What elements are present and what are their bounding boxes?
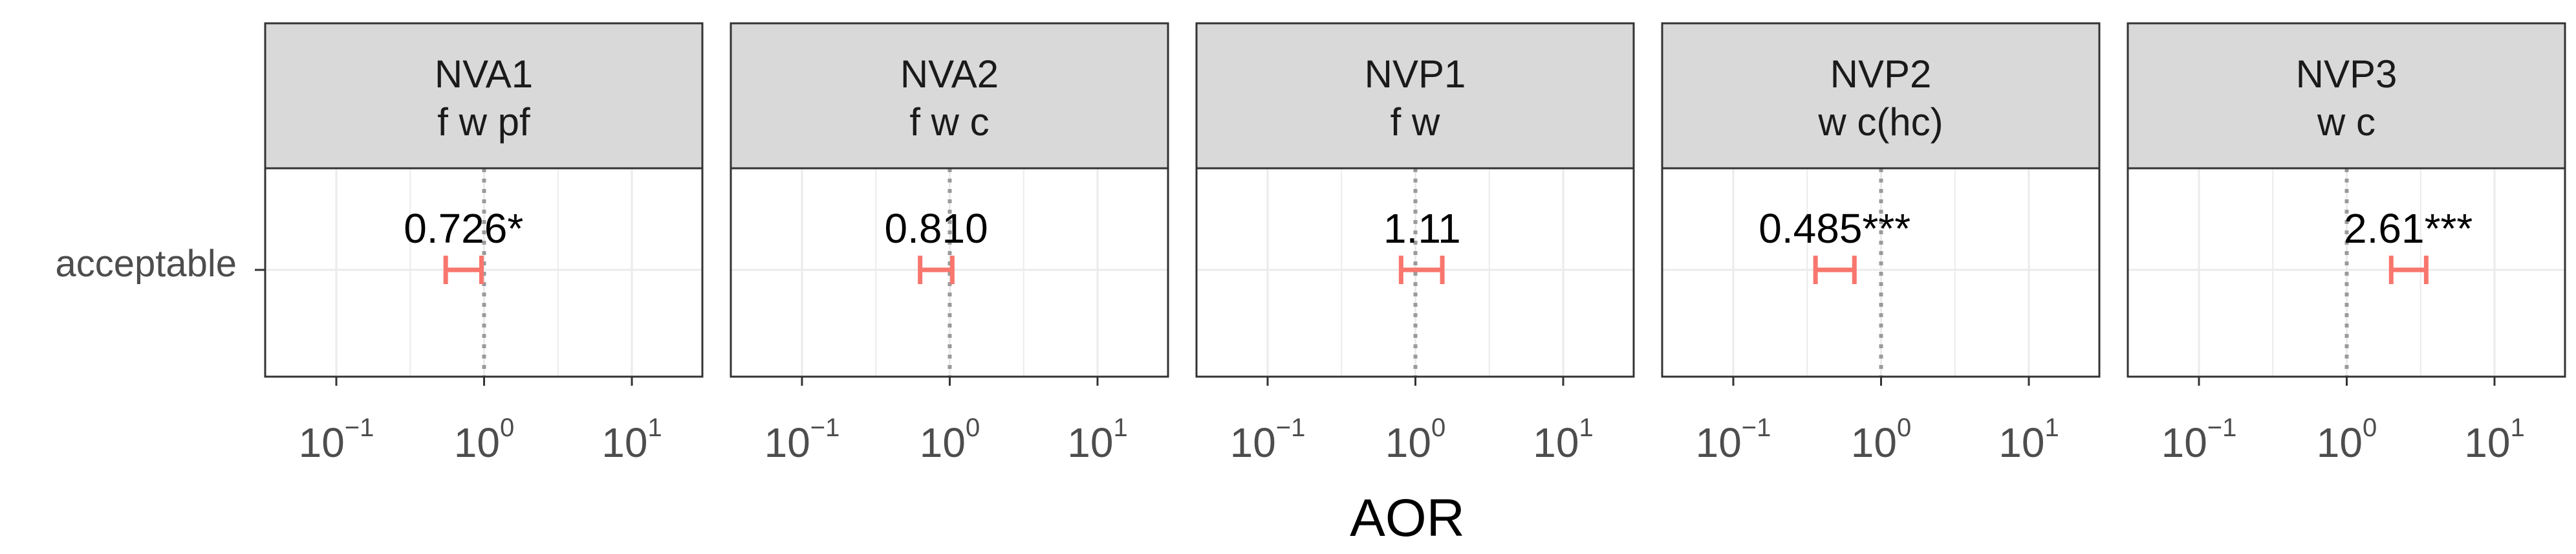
facet-strip (2127, 22, 2566, 170)
x-tick-label: 100 (1385, 414, 1445, 466)
facet-title: NVP2 (1830, 52, 1932, 96)
x-tick-label: 101 (1998, 414, 2059, 466)
facet-strip (1661, 22, 2101, 170)
facet-subtitle: w c(hc) (1817, 100, 1943, 144)
aor-label: 0.726* (404, 205, 523, 252)
x-tick-label: 10−1 (2161, 414, 2237, 466)
x-axis-title: AOR (1350, 489, 1465, 548)
y-category-label: acceptable (55, 243, 237, 285)
x-tick-label: 100 (454, 414, 514, 466)
x-tick-label: 10−1 (764, 414, 840, 466)
facet-subtitle: w c (2317, 100, 2376, 144)
x-tick-label: 100 (1851, 414, 1911, 466)
x-tick-label: 101 (1067, 414, 1127, 466)
facet-subtitle: f w pf (437, 100, 530, 144)
aor-label: 0.810 (885, 205, 988, 252)
x-tick-label: 100 (2317, 414, 2377, 466)
aor-label: 2.61*** (2344, 205, 2473, 252)
facet-subtitle: f w c (909, 100, 989, 144)
facet-subtitle: f w (1391, 100, 1440, 144)
aor-label: 0.485*** (1759, 205, 1910, 252)
facet-title: NVP3 (2296, 52, 2397, 96)
x-tick-label: 101 (601, 414, 662, 466)
x-tick-label: 10−1 (1230, 414, 1306, 466)
facet-strip (264, 22, 704, 170)
facet-strip (730, 22, 1169, 170)
x-tick-label: 101 (2464, 414, 2524, 466)
x-tick-label: 10−1 (299, 414, 374, 466)
aor-label: 1.11 (1383, 205, 1461, 252)
facet-title: NVA2 (900, 52, 999, 96)
x-tick-label: 100 (920, 414, 980, 466)
facet-strip (1195, 22, 1635, 170)
facet-title: NVP1 (1365, 52, 1466, 96)
x-tick-label: 101 (1533, 414, 1593, 466)
facet-title: NVA1 (435, 52, 533, 96)
x-tick-label: 10−1 (1696, 414, 1771, 466)
